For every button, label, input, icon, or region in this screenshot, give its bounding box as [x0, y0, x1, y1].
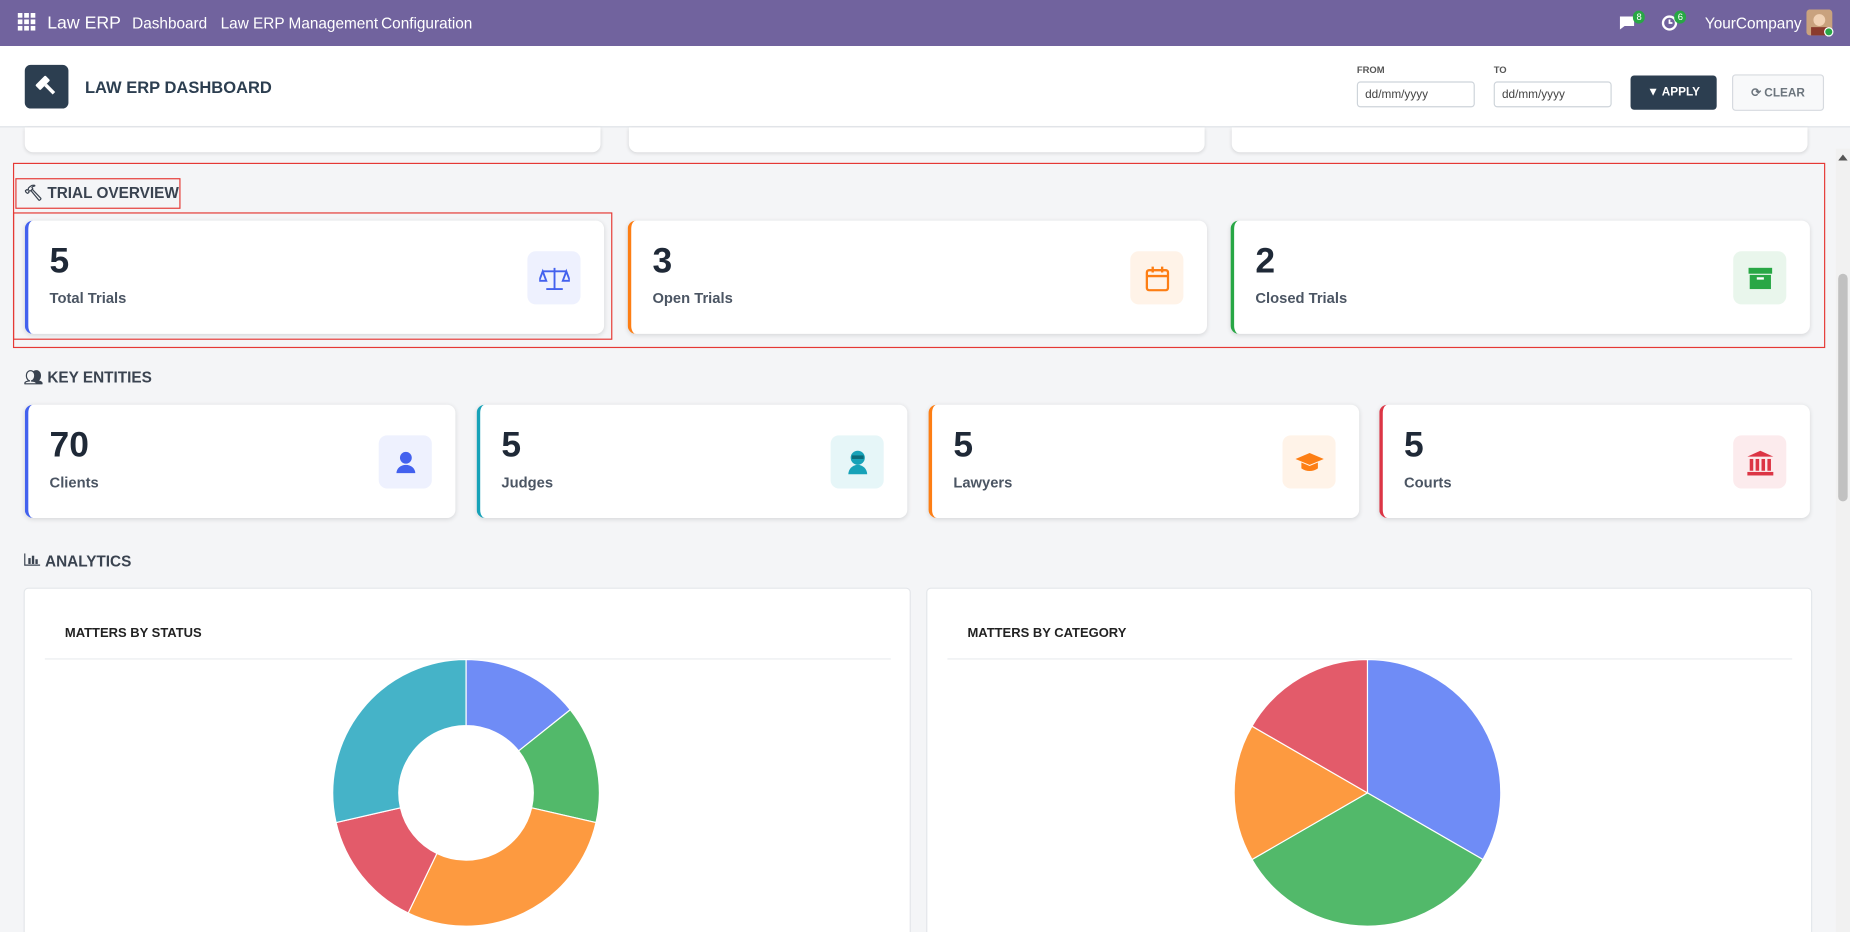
stat-label: Lawyers [953, 474, 1013, 491]
avatar[interactable] [1806, 9, 1834, 37]
stat-card[interactable]: 70 Clients [24, 404, 456, 518]
stat-label: Closed Trials [1255, 290, 1348, 307]
card-partial [1231, 127, 1808, 153]
to-input[interactable]: dd/mm/yyyy [1493, 81, 1612, 108]
pie-slice[interactable] [1233, 725, 1369, 861]
menu-item[interactable]: Law ERP Management [220, 14, 379, 32]
menu-item[interactable]: Configuration [381, 14, 473, 32]
scrollbar[interactable] [1835, 148, 1850, 932]
stat-value: 5 [49, 241, 70, 281]
stat-card[interactable]: 3 Open Trials [627, 220, 1207, 334]
stat-label: Courts [1404, 474, 1452, 491]
pie-slice[interactable] [332, 658, 467, 824]
stat-card[interactable]: 5 Courts [1379, 404, 1810, 518]
messages-icon[interactable] [1618, 14, 1637, 32]
pie-slice[interactable] [1366, 658, 1502, 861]
clear-text: CLEAR [1764, 87, 1805, 101]
stat-value: 5 [1404, 425, 1424, 465]
stat-label: Clients [49, 474, 99, 491]
placeholder: dd/mm/yyyy [1501, 88, 1565, 102]
highlight-box [12, 212, 613, 340]
to-label: TO [1493, 64, 1507, 76]
stat-icon [527, 251, 581, 305]
stat-icon [1733, 435, 1787, 489]
stat-icon [378, 435, 432, 489]
page-title: LAW ERP DASHBOARD [84, 77, 272, 97]
menu-item[interactable]: Dashboard [132, 14, 208, 32]
from-input[interactable]: dd/mm/yyyy [1356, 81, 1475, 108]
stat-value: 70 [49, 425, 89, 465]
header-icon [24, 64, 69, 109]
pie-slice[interactable] [1251, 792, 1484, 927]
stat-value: 2 [1255, 241, 1276, 281]
apply-text: APPLY [1661, 86, 1700, 100]
from-label: FROM [1356, 64, 1385, 76]
app-name[interactable]: Law ERP [47, 12, 121, 34]
stat-label: Open Trials [652, 290, 733, 307]
stat-card[interactable]: 5 Total Trials [24, 220, 605, 334]
stat-value: 5 [953, 425, 974, 465]
activities-icon[interactable] [1661, 14, 1679, 32]
pie-slice[interactable] [407, 807, 597, 927]
section-text: KEY ENTITIES [47, 368, 152, 386]
placeholder: dd/mm/yyyy [1365, 88, 1429, 102]
clear-button[interactable]: ⟳ CLEAR [1732, 74, 1825, 111]
stat-icon [1282, 435, 1336, 489]
messages-badge: 8 [1632, 10, 1646, 24]
company-name[interactable]: YourCompany [1704, 14, 1802, 32]
section-title: 👥︎ KEY ENTITIES [23, 368, 152, 386]
apply-button[interactable]: ▼ APPLY [1630, 75, 1717, 110]
highlight-box [15, 178, 181, 209]
apps-icon[interactable] [17, 12, 36, 31]
stat-label: Judges [501, 474, 554, 491]
pie-slice[interactable] [1251, 658, 1369, 794]
chart-title: MATTERS BY STATUS [64, 626, 202, 641]
section-text: TRIAL OVERVIEW [47, 184, 179, 202]
section-text: ANALYTICS [45, 552, 132, 570]
section-title: ANALYTICS [24, 552, 132, 570]
chart-title: MATTERS BY CATEGORY [967, 626, 1127, 641]
section-title: 🔨︎ TRIAL OVERVIEW [23, 184, 179, 202]
header: LAW ERP DASHBOARD FROM dd/mm/yyyy TO dd/… [0, 46, 1850, 128]
activities-badge: 6 [1674, 10, 1687, 24]
stat-card[interactable]: 5 Judges [476, 404, 908, 518]
stat-card[interactable]: 2 Closed Trials [1230, 220, 1810, 334]
stat-card[interactable]: 5 Lawyers [928, 404, 1360, 518]
stat-value: 3 [652, 241, 673, 281]
scroll-thumb[interactable] [1838, 273, 1848, 502]
stat-icon [1733, 251, 1787, 305]
navbar: Law ERP Dashboard Law ERP Management Con… [0, 0, 1850, 47]
stat-icon [830, 435, 884, 489]
card-partial [24, 127, 601, 153]
stat-label: Total Trials [49, 290, 127, 307]
stat-icon [1130, 251, 1184, 305]
stat-value: 5 [501, 425, 522, 465]
card-partial [628, 127, 1205, 153]
